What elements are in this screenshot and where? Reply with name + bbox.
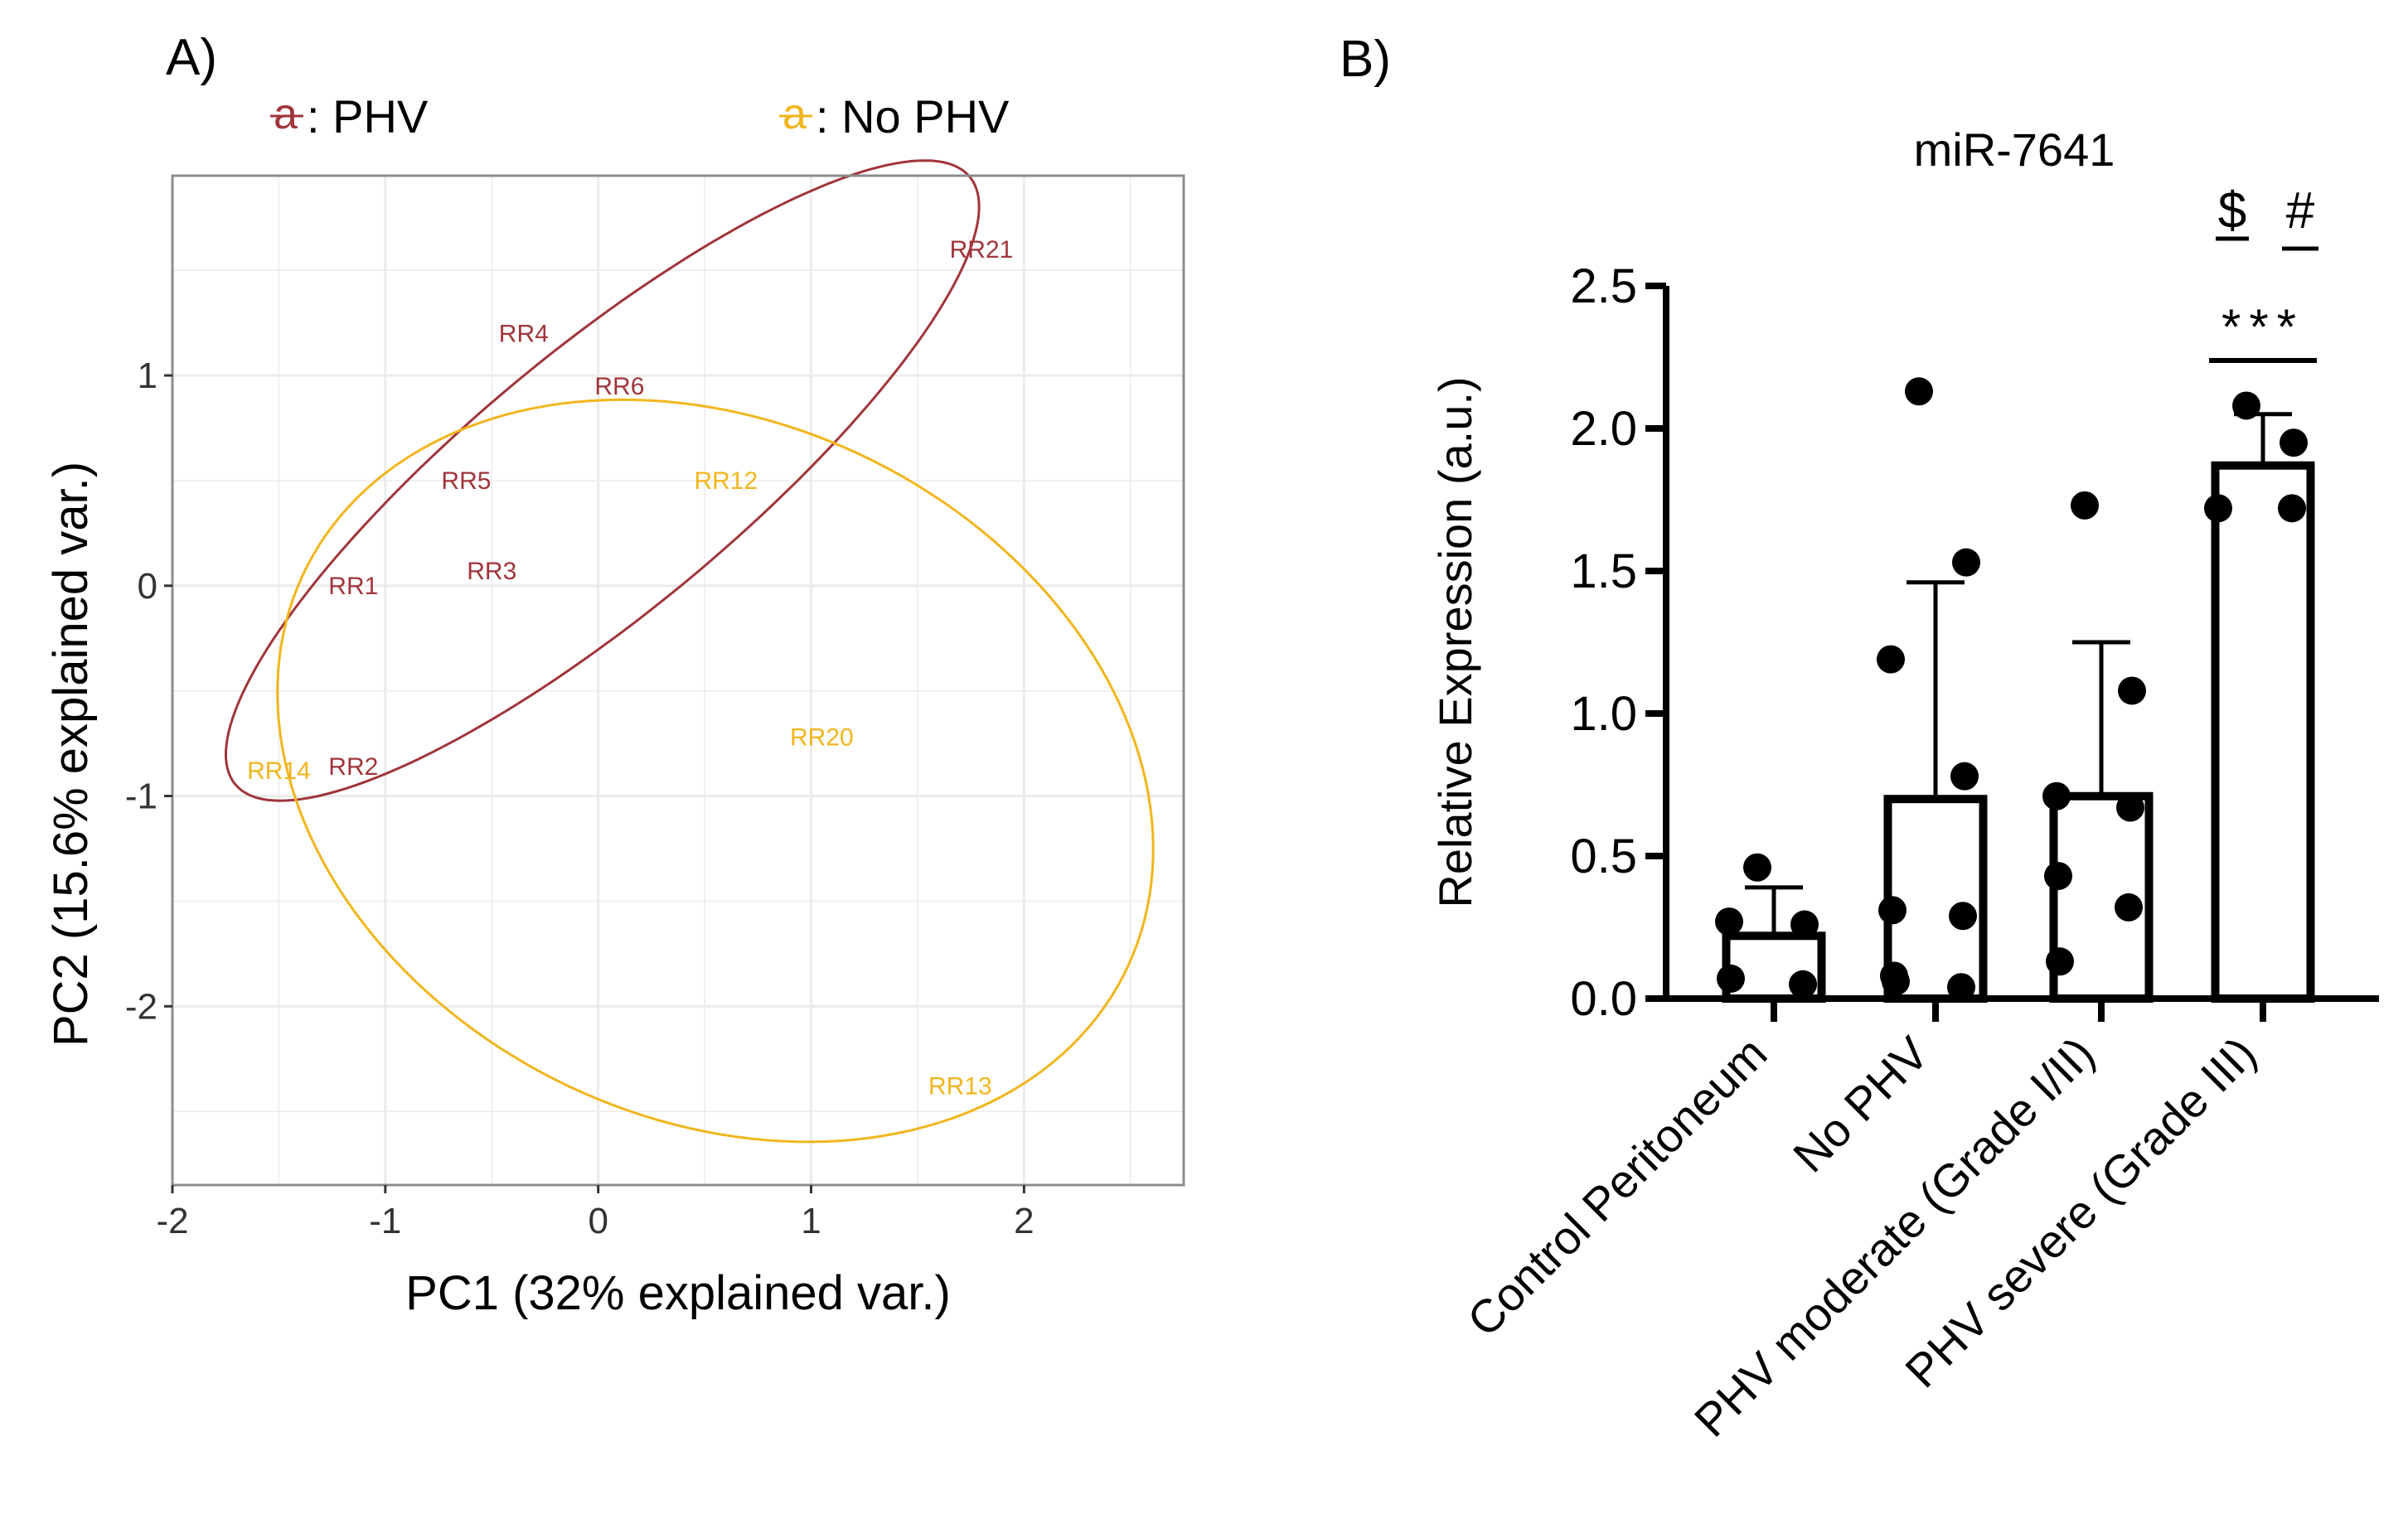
bar-chart-title: miR-7641	[1914, 123, 2115, 176]
data-point	[1905, 377, 1933, 406]
significance-stars: ***	[2221, 299, 2304, 355]
significance-dollar: $	[2218, 182, 2246, 239]
bar-panel: B) miR-7641 0.0 0.5 1.0 1.5 2.0 2.5 Control P…	[1340, 31, 2379, 1447]
bar-x-tick-label: No PHV	[1783, 1026, 1939, 1182]
ellipse-no-phv	[276, 398, 1155, 1144]
panel-b-label: B)	[1340, 31, 1391, 88]
pca-y-axis-title: PC2 (15.6% explained var.)	[44, 462, 98, 1047]
bar-y-tick-label: 0.5	[1570, 830, 1637, 883]
pca-x-tick-label: -1	[369, 1201, 401, 1241]
point-label-rr1: RR1	[328, 573, 378, 600]
pca-x-tick-label: 2	[1014, 1201, 1034, 1241]
legend-phv-label: : PHV	[307, 90, 429, 143]
bar	[2211, 461, 2315, 1003]
bar-y-tick-label: 0.0	[1570, 972, 1637, 1026]
pca-legend: a : PHV a : No PHV	[270, 90, 1010, 143]
pca-y-tick-label: 0	[138, 566, 157, 607]
data-point	[1790, 910, 1819, 939]
data-point	[2115, 893, 2143, 922]
data-point	[2280, 428, 2308, 457]
point-label-rr5: RR5	[441, 467, 491, 495]
legend-no-phv-swatch: a	[782, 90, 807, 138]
bar-y-tick-label: 2.5	[1570, 259, 1637, 313]
data-point	[2071, 491, 2099, 520]
pca-x-tick-label: -2	[156, 1201, 188, 1241]
data-point	[1950, 762, 1979, 791]
bar-y-axis-ticks: 0.0 0.5 1.0 1.5 2.0 2.5	[1570, 259, 1666, 1026]
data-point	[2116, 793, 2144, 822]
data-point	[1715, 907, 1743, 936]
bar-data-points	[1715, 377, 2308, 1002]
pca-x-tick-label: 0	[588, 1201, 608, 1241]
point-label-rr20: RR20	[790, 724, 854, 752]
pca-y-tick-label: -1	[125, 776, 157, 817]
data-point	[1743, 853, 1771, 882]
data-point	[1717, 964, 1745, 993]
pca-y-tick-label: -2	[125, 986, 157, 1027]
panel-a-label: A)	[166, 29, 217, 86]
data-point	[1882, 967, 1910, 996]
point-label-rr4: RR4	[499, 320, 549, 347]
pca-y-axis-ticks: -2 -1 0 1	[125, 356, 172, 1027]
bar-y-tick-label: 1.0	[1570, 687, 1637, 741]
bar-y-tick-label: 1.5	[1570, 544, 1637, 598]
bar-y-tick-label: 2.0	[1570, 402, 1637, 456]
point-label-rr13: RR13	[928, 1073, 992, 1101]
legend-item-phv: a : PHV	[270, 90, 429, 143]
significance-hash: #	[2286, 182, 2315, 239]
legend-no-phv-label: : No PHV	[816, 90, 1010, 143]
data-point	[1952, 548, 1980, 577]
data-point	[1789, 970, 1817, 999]
bar-y-axis-title: Relative Expression (a.u.)	[1429, 376, 1481, 907]
bar-x-tick-label: Control Peritoneum	[1457, 1027, 1777, 1347]
legend-phv-swatch: a	[274, 90, 298, 138]
ellipse-phv	[225, 159, 981, 802]
data-point	[2042, 781, 2071, 810]
data-point	[1947, 973, 1975, 1002]
point-label-rr2: RR2	[328, 753, 378, 781]
pca-x-axis-ticks: -2 -1 0 1 2	[156, 1185, 1034, 1241]
data-point	[1877, 645, 1905, 674]
point-label-rr3: RR3	[467, 558, 516, 585]
pca-ellipses	[225, 159, 1155, 1144]
bar-error-bars	[1745, 412, 2292, 936]
pca-plot-background	[172, 176, 1184, 1185]
legend-item-no-phv: a : No PHV	[779, 90, 1010, 143]
data-point	[2204, 494, 2232, 523]
point-label-rr12: RR12	[694, 467, 758, 495]
data-point	[1878, 896, 1907, 925]
data-point	[2044, 862, 2072, 891]
point-label-rr14: RR14	[247, 757, 311, 785]
pca-x-axis-title: PC1 (32% explained var.)	[405, 1266, 951, 1320]
data-point	[1949, 902, 1977, 931]
point-label-rr6: RR6	[594, 373, 644, 400]
point-label-rr21: RR21	[950, 236, 1014, 264]
pca-y-tick-label: 1	[138, 356, 157, 396]
data-point	[2118, 676, 2146, 705]
pca-panel: A) a : PHV a : No PHV RR21RR4RR6RR5RR1RR…	[44, 29, 1185, 1320]
significance-annotation: *** $ #	[2209, 182, 2318, 363]
pca-x-tick-label: 1	[801, 1201, 821, 1241]
pca-plot-border	[171, 174, 1185, 1187]
pca-point-labels: RR21 RR4 RR6 RR5 RR1 RR3 RR2 RR12 RR20 RR14 RR13	[247, 236, 1013, 1101]
data-point	[2046, 947, 2074, 976]
data-point	[2278, 494, 2306, 523]
